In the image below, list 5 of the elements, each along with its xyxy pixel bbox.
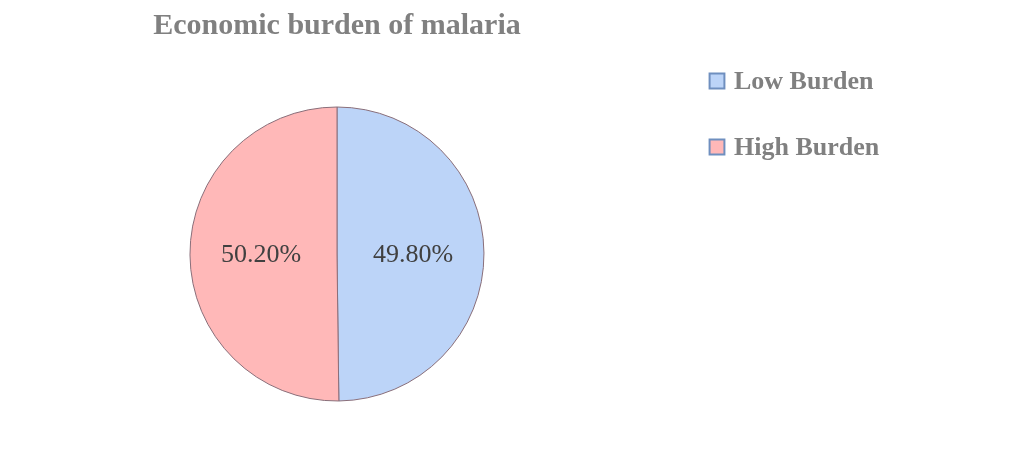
- data-label: 50.20%: [220, 239, 302, 269]
- chart-title: Economic burden of malaria: [153, 7, 521, 40]
- legend-label: High Burden: [734, 132, 880, 161]
- data-label: 49.80%: [372, 238, 454, 268]
- legend-label: Low Burden: [734, 66, 874, 95]
